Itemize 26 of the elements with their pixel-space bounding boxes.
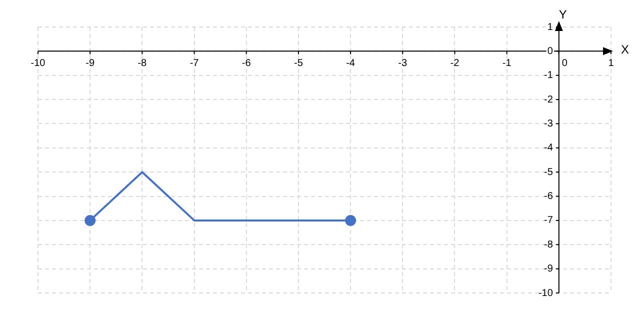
x-tick-label: -7 (190, 58, 200, 69)
y-tick-label: -7 (544, 215, 554, 226)
x-tick-label: -4 (346, 58, 356, 69)
y-tick-label: -9 (544, 264, 554, 275)
y-tick-label: -6 (544, 191, 554, 202)
x-tick-label: -6 (242, 58, 252, 69)
x-tick-label: 1 (608, 58, 614, 69)
x-tick-label: -9 (86, 58, 95, 69)
y-tick-label: -10 (538, 288, 554, 299)
y-axis-title: Y (558, 7, 567, 22)
y-tick-label: -3 (544, 118, 554, 130)
x-tick-label: -3 (398, 58, 408, 69)
x-tick-label: -1 (502, 58, 512, 69)
y-tick-label: 1 (547, 22, 554, 33)
y-tick-label: -2 (544, 94, 554, 106)
x-tick-label: -2 (450, 58, 460, 69)
x-tick-label: -8 (138, 58, 148, 69)
y-tick-label: 0 (547, 46, 554, 57)
y-tick-label: -5 (544, 166, 554, 178)
x-axis-title: X (621, 42, 630, 56)
x-tick-label: -5 (294, 58, 304, 69)
y-tick-label: -8 (544, 239, 554, 250)
y-tick-label: -1 (544, 70, 554, 82)
y-tick-label: -4 (544, 142, 554, 154)
x-tick-label: 0 (562, 58, 568, 69)
x-tick-label: -10 (30, 58, 46, 69)
